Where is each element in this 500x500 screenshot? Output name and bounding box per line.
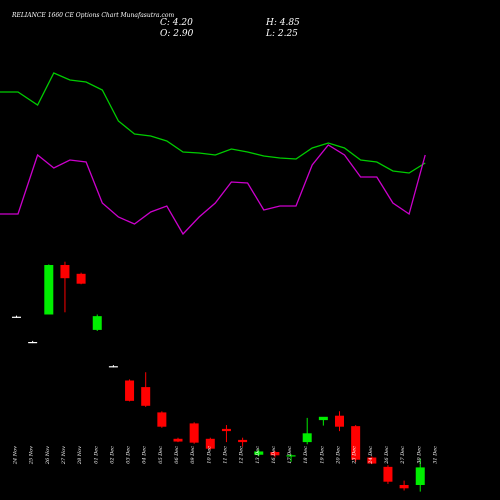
- candle: [270, 450, 280, 458]
- candle-body: [367, 457, 377, 464]
- x-tick-label: 26 Nov: [45, 446, 51, 465]
- x-tick-label: 01 Dec: [93, 446, 99, 464]
- candle-body: [383, 466, 393, 482]
- candle-body: [44, 265, 54, 315]
- low-label: L: 2.25: [265, 29, 298, 39]
- overlay-line-2: [0, 144, 426, 236]
- x-tick-label: 05 Dec: [158, 446, 164, 464]
- candle: [254, 449, 264, 457]
- x-tick-label: 10 Dec: [206, 446, 212, 464]
- x-tick-label: 02 Dec: [109, 446, 115, 464]
- x-tick-label: 11 Dec: [222, 446, 228, 464]
- overlay-lines: [0, 72, 426, 236]
- candle: [238, 437, 248, 447]
- x-tick-label: 18 Dec: [303, 446, 309, 464]
- candle-body: [221, 428, 231, 432]
- candle-body: [302, 433, 312, 443]
- candle-body: [415, 467, 425, 485]
- close-label: C: 4.20: [160, 18, 193, 28]
- candle-body: [399, 485, 409, 489]
- x-tick-label: 12 Dec: [239, 446, 245, 464]
- x-tick-label: 26 Dec: [384, 446, 390, 465]
- candle: [335, 411, 344, 432]
- candle-body: [157, 412, 167, 427]
- candle: [108, 365, 118, 368]
- chart-title: RELIANCE 1660 CE Options Chart Munafasut…: [11, 12, 174, 19]
- x-tick-label: 25 Nov: [29, 446, 35, 465]
- candle: [221, 425, 231, 443]
- candle-body: [335, 415, 344, 427]
- high-label: H: 4.85: [265, 18, 300, 28]
- candle: [28, 340, 38, 344]
- candle-body: [351, 426, 361, 460]
- x-tick-label: 13 Dec: [255, 446, 261, 464]
- x-tick-label: 24 Nov: [13, 446, 19, 465]
- x-tick-label: 04 Dec: [142, 446, 148, 464]
- candle-body: [238, 439, 248, 443]
- candle: [189, 422, 199, 444]
- x-tick-label: 20 Dec: [336, 446, 342, 465]
- x-tick-label: 27 Nov: [61, 446, 67, 465]
- x-tick-label: 16 Dec: [271, 446, 277, 464]
- candle-body: [189, 423, 199, 443]
- candle-body: [92, 316, 102, 330]
- candle: [12, 315, 21, 318]
- overlay-line-1: [0, 72, 426, 174]
- candle: [383, 465, 393, 484]
- candle-body: [28, 342, 38, 344]
- candle: [318, 416, 328, 426]
- x-tick-label: 30 Dec: [416, 446, 422, 464]
- candle-body: [125, 380, 135, 401]
- candle: [141, 372, 151, 407]
- candle-body: [286, 455, 296, 457]
- candle: [60, 261, 70, 313]
- candles: [12, 261, 425, 492]
- candle-body: [270, 452, 280, 456]
- candle: [415, 458, 425, 492]
- candle-body: [76, 273, 86, 284]
- candle-body: [205, 438, 215, 449]
- candle: [367, 456, 377, 465]
- candle: [205, 437, 215, 450]
- candle: [44, 264, 54, 315]
- candle-body: [12, 316, 21, 318]
- x-tick-label: 24 Dec: [368, 446, 374, 465]
- x-tick-label: 28 Nov: [77, 446, 83, 465]
- candle-body: [318, 416, 328, 421]
- candle: [92, 314, 102, 331]
- x-tick-label: 31 Dec: [432, 446, 438, 464]
- candle-body: [108, 366, 118, 368]
- x-tick-label: 23 Dec: [352, 446, 358, 465]
- x-tick-label: 17 Dec: [287, 446, 293, 464]
- candle: [302, 417, 312, 445]
- candle: [157, 411, 167, 428]
- open-label: O: 2.90: [160, 29, 194, 39]
- candle: [351, 425, 361, 462]
- candle: [125, 379, 135, 402]
- x-axis-ticks: 24 Nov 25 Nov 26 Nov 27 Nov 28 Nov 01 Dec 02 D…: [13, 446, 439, 465]
- x-tick-label: 06 Dec: [174, 446, 180, 464]
- x-tick-label: 19 Dec: [319, 446, 325, 464]
- candle-body: [141, 387, 151, 406]
- x-tick-label: 27 Dec: [400, 446, 406, 465]
- candle-body: [60, 265, 70, 279]
- x-tick-label: 09 Dec: [190, 446, 196, 464]
- candle-body: [173, 438, 183, 442]
- candle-body: [254, 451, 264, 455]
- candle: [173, 437, 183, 443]
- candle: [399, 480, 409, 491]
- x-tick-label: 03 Dec: [126, 446, 132, 464]
- candle: [76, 272, 86, 285]
- candle: [286, 454, 296, 462]
